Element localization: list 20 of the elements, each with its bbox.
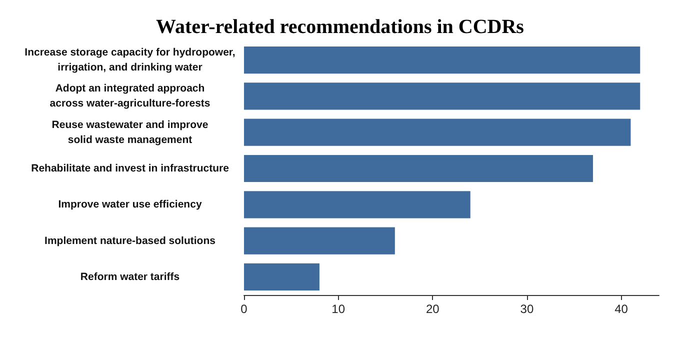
y-tick-label: Reuse wastewater and improve solid waste management — [52, 118, 208, 146]
x-tick-label: 0 — [240, 302, 248, 316]
x-tick-label: 30 — [520, 302, 534, 316]
bar — [244, 82, 640, 110]
bar — [244, 118, 631, 146]
bar — [244, 191, 470, 218]
y-tick-label: Reform water tariffs — [80, 270, 180, 283]
chart-title: Water-related recommendations in CCDRs — [156, 16, 524, 38]
y-tick-label: Implement nature-based solutions — [44, 234, 216, 247]
x-tick-label: 10 — [332, 302, 346, 316]
y-tick-label: Adopt an integrated approach across water-agriculture-forests — [50, 82, 210, 110]
bar — [244, 46, 640, 74]
x-tick-label: 20 — [426, 302, 440, 316]
bar — [244, 263, 320, 290]
y-tick-label: Improve water use efficiency — [58, 198, 202, 211]
y-tick-label: Increase storage capacity for hydropower, irrigation, and drinking water — [24, 46, 236, 74]
bar — [244, 154, 593, 182]
y-tick-label: Rehabilitate and invest in infrastructure — [31, 162, 230, 174]
x-tick-label: 40 — [614, 302, 628, 316]
bar — [244, 227, 395, 254]
